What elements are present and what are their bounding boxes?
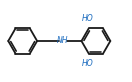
Text: HO: HO [82,59,94,68]
Text: HO: HO [82,14,94,23]
Text: NH: NH [57,36,69,45]
